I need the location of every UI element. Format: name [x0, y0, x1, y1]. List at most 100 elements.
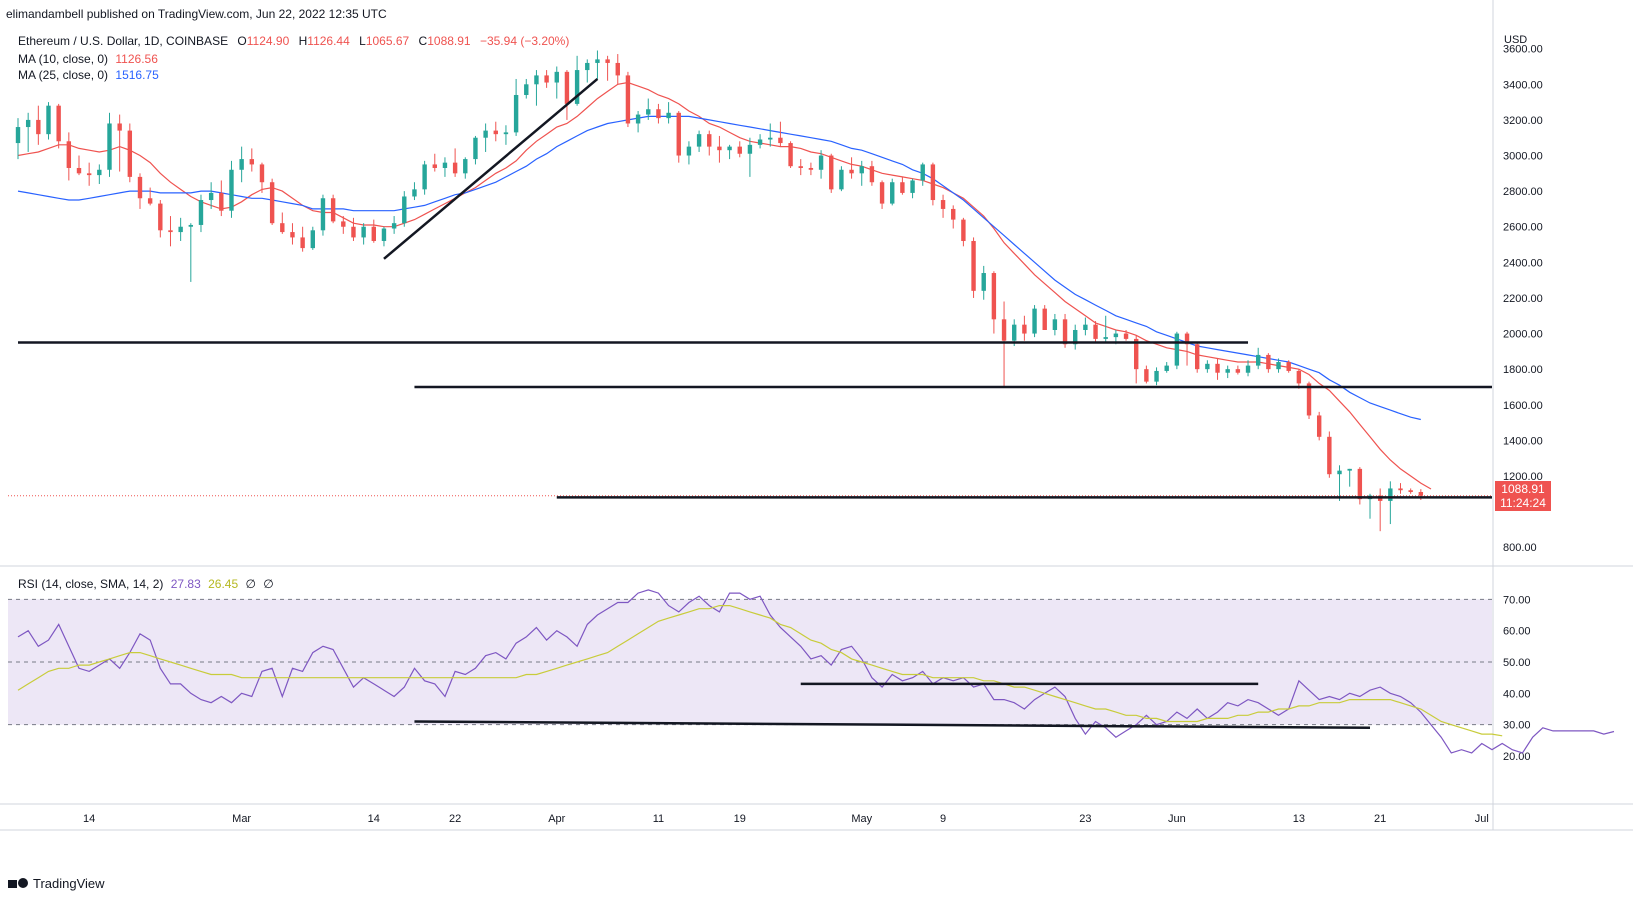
time-tick-label: 23	[1079, 813, 1091, 825]
candle-body	[808, 167, 814, 170]
candle-body	[625, 75, 631, 124]
candle-body	[595, 59, 600, 63]
price-tick-label: 2600.00	[1503, 222, 1543, 234]
publisher-info: elimandambell published on TradingView.c…	[6, 7, 387, 21]
candle-body	[1184, 333, 1190, 345]
price-tick-label: 1200.00	[1503, 471, 1543, 483]
candle-body	[1205, 363, 1210, 370]
price-tick-label: 800.00	[1503, 542, 1537, 554]
last-price-value: 1088.91	[1501, 482, 1545, 496]
candle-body	[1327, 436, 1332, 475]
rsi-sma-line	[17, 604, 1503, 737]
candle-body	[330, 198, 336, 222]
candle-body	[513, 94, 519, 133]
candle-body	[1215, 363, 1220, 373]
candle-body	[178, 226, 183, 233]
candle-body	[727, 146, 732, 151]
time-tick-label: May	[851, 813, 872, 825]
candle-body	[249, 159, 255, 165]
price-tick-label: 2800.00	[1503, 186, 1543, 198]
candle-body	[280, 223, 285, 233]
candle-body	[290, 232, 295, 238]
candle-body	[493, 130, 498, 135]
ma10-legend[interactable]: MA (10, close, 0) 1126.56	[18, 52, 158, 66]
low-value: 1065.67	[365, 34, 410, 48]
candle-body	[381, 228, 387, 241]
candle-body	[1154, 370, 1159, 382]
candle-body	[76, 167, 82, 174]
candle-body	[473, 137, 478, 160]
candle-body	[86, 173, 92, 176]
candle-body	[788, 143, 793, 167]
candle-body	[1144, 369, 1149, 382]
candle-body	[686, 146, 692, 156]
candle-body	[1347, 468, 1352, 471]
ma25-label: MA (25, close, 0)	[18, 68, 109, 82]
time-tick-label: Apr	[548, 813, 565, 825]
candle-body	[1083, 324, 1088, 330]
candle-body	[747, 144, 753, 154]
price-tick-label: 2400.00	[1503, 257, 1543, 269]
price-tick-label: 3200.00	[1503, 115, 1543, 127]
rsi-sma-value: 26.45	[208, 577, 239, 591]
candle-body	[310, 230, 315, 249]
time-tick-label: Mar	[232, 813, 251, 825]
candle-body	[1052, 319, 1058, 330]
rsi-tick-label: 30.00	[1503, 720, 1531, 732]
candle-body	[300, 237, 305, 249]
ma25-legend[interactable]: MA (25, close, 0) 1516.75	[18, 68, 159, 82]
candle-body	[351, 226, 356, 238]
candle-body	[361, 226, 366, 238]
price-tick-label: 1600.00	[1503, 400, 1543, 412]
candle-body	[1195, 344, 1200, 370]
high-value: 1126.44	[307, 34, 350, 48]
candle-body	[1408, 490, 1413, 493]
candle-body	[66, 141, 72, 168]
currency-label: USD	[1504, 34, 1527, 46]
candle-body	[829, 155, 834, 190]
rsi-tick-label: 40.00	[1503, 688, 1531, 700]
candle-body	[798, 166, 803, 168]
candle-body	[768, 137, 773, 140]
candle-body	[1245, 365, 1251, 373]
candle-body	[971, 240, 976, 291]
footer-brand[interactable]: TradingView	[8, 876, 105, 891]
time-tick-label: 21	[1374, 813, 1386, 825]
last-price-label: 1088.91 11:24:24	[1495, 481, 1551, 511]
candle-body	[879, 182, 885, 204]
candle-body	[910, 180, 915, 193]
candle-body	[483, 130, 488, 138]
candle-body	[1073, 329, 1078, 345]
candle-body	[36, 119, 41, 135]
candle-body	[147, 198, 153, 204]
candle-body	[839, 169, 844, 190]
candle-body	[524, 84, 529, 95]
ma25-value: 1516.75	[115, 68, 159, 82]
ma10-label: MA (10, close, 0)	[18, 52, 109, 66]
candle-body	[422, 164, 427, 190]
price-tick-label: 3400.00	[1503, 79, 1543, 91]
candle-body	[646, 109, 651, 115]
candle-body	[900, 182, 905, 193]
candle-body	[1276, 362, 1281, 370]
rsi-line	[17, 589, 1615, 754]
candle-body	[219, 192, 224, 211]
close-value: 1088.91	[427, 34, 471, 48]
symbol-legend: Ethereum / U.S. Dollar, 1D, COINBASE O11…	[18, 34, 569, 48]
candle-body	[635, 114, 641, 124]
price-tick-label: 3600.00	[1503, 44, 1543, 56]
candle-body	[1134, 338, 1139, 370]
candle-body	[46, 105, 51, 135]
candle-body	[859, 166, 864, 174]
candle-body	[981, 273, 986, 291]
ma10-value: 1126.56	[115, 52, 158, 66]
rsi-extra-2: ∅	[263, 577, 274, 591]
candle-body	[940, 200, 946, 209]
candle-body	[1042, 308, 1047, 330]
candle-body	[757, 139, 763, 145]
candle-body	[818, 155, 824, 170]
rsi-legend[interactable]: RSI (14, close, SMA, 14, 2) 27.83 26.45 …	[18, 577, 274, 591]
candle-body	[1357, 468, 1363, 500]
candle-body	[371, 226, 376, 241]
